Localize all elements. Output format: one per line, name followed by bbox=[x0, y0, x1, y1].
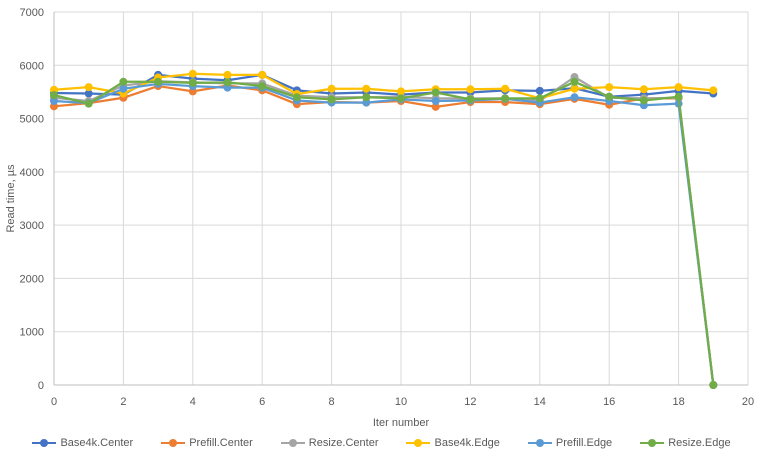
y-tick-label: 7000 bbox=[20, 7, 44, 19]
y-tick-label: 3000 bbox=[20, 220, 44, 232]
series-line bbox=[53, 80, 715, 386]
legend-item: Resize.Center bbox=[280, 433, 379, 453]
data-point bbox=[570, 93, 579, 102]
data-point bbox=[292, 93, 301, 102]
series-line bbox=[53, 75, 715, 386]
series-line bbox=[53, 72, 714, 100]
gridlines bbox=[53, 11, 749, 386]
data-point bbox=[50, 91, 58, 100]
legend-swatch bbox=[32, 438, 57, 448]
legend-swatch bbox=[527, 438, 552, 448]
legend-label: Base4k.Center bbox=[60, 437, 134, 449]
legend-swatch bbox=[640, 438, 665, 448]
x-tick-label: 20 bbox=[742, 396, 754, 408]
data-point bbox=[397, 87, 405, 96]
series-line bbox=[53, 73, 714, 98]
data-point bbox=[223, 78, 232, 87]
data-point bbox=[431, 88, 440, 97]
series-Resize.Center bbox=[50, 73, 718, 389]
data-point bbox=[466, 85, 475, 94]
legend-label: Prefill.Center bbox=[189, 437, 253, 449]
data-point bbox=[258, 82, 267, 91]
data-point bbox=[709, 86, 718, 95]
x-axis-title: Iter number bbox=[373, 417, 430, 429]
data-point bbox=[709, 381, 718, 389]
data-point bbox=[570, 84, 579, 93]
x-tick-label: 4 bbox=[190, 396, 196, 408]
x-tick-label: 0 bbox=[51, 396, 57, 408]
series-group bbox=[50, 69, 718, 389]
data-point bbox=[258, 70, 267, 79]
y-tick-label: 2000 bbox=[20, 273, 44, 285]
x-tick-label: 8 bbox=[329, 396, 335, 408]
legend-label: Prefill.Edge bbox=[555, 437, 613, 449]
series-Resize.Edge bbox=[50, 77, 718, 389]
axes: 0 1000 2000 3000 4000 5000 6000 7000 0 2 4 6 8 10 12 14… bbox=[20, 7, 755, 408]
legend-item: Base4k.Center bbox=[32, 433, 133, 453]
data-point bbox=[501, 94, 510, 103]
y-tick-label: 1000 bbox=[20, 327, 44, 339]
legend: Base4k.Center Prefill.Center Resize.Center… bbox=[0, 433, 763, 453]
legend-item: Prefill.Center bbox=[161, 433, 253, 453]
data-point bbox=[674, 92, 683, 101]
y-tick-label: 4000 bbox=[20, 167, 44, 179]
data-point bbox=[639, 85, 648, 94]
data-point bbox=[535, 86, 544, 95]
data-point bbox=[362, 84, 371, 93]
data-point bbox=[154, 77, 163, 86]
x-tick-label: 10 bbox=[395, 396, 407, 408]
data-point bbox=[674, 83, 683, 92]
legend-label: Base4k.Edge bbox=[434, 437, 500, 449]
x-tick-label: 6 bbox=[259, 396, 265, 408]
x-tick-label: 12 bbox=[464, 396, 476, 408]
y-tick-label: 6000 bbox=[20, 60, 44, 72]
x-tick-label: 16 bbox=[603, 396, 615, 408]
data-point bbox=[223, 70, 232, 79]
data-point bbox=[605, 92, 614, 101]
legend-swatch bbox=[406, 438, 431, 448]
data-point bbox=[188, 78, 197, 87]
data-point bbox=[501, 84, 510, 93]
series-Prefill.Edge bbox=[50, 79, 718, 389]
data-point bbox=[188, 69, 197, 78]
legend-swatch bbox=[280, 438, 305, 448]
legend-item: Resize.Edge bbox=[640, 433, 731, 453]
x-tick-label: 2 bbox=[120, 396, 126, 408]
data-point bbox=[605, 83, 614, 92]
data-point bbox=[362, 93, 371, 102]
data-point bbox=[119, 77, 128, 86]
series-line bbox=[53, 84, 715, 386]
series-line bbox=[53, 82, 715, 386]
data-point bbox=[327, 84, 336, 93]
data-point bbox=[466, 95, 475, 104]
y-tick-label: 5000 bbox=[20, 114, 44, 126]
series-Prefill.Center bbox=[50, 81, 718, 389]
data-point bbox=[570, 77, 579, 86]
data-point bbox=[639, 96, 648, 105]
legend-item: Prefill.Edge bbox=[527, 433, 613, 453]
y-tick-label: 0 bbox=[38, 380, 44, 392]
data-point bbox=[119, 84, 128, 93]
y-axis-title: Read time, µs bbox=[5, 164, 17, 233]
x-tick-label: 14 bbox=[534, 396, 546, 408]
x-tick-label: 18 bbox=[672, 396, 684, 408]
data-point bbox=[84, 83, 93, 92]
legend-item: Base4k.Edge bbox=[406, 433, 500, 453]
data-point bbox=[84, 99, 93, 108]
legend-label: Resize.Center bbox=[308, 437, 379, 449]
data-point bbox=[535, 94, 544, 103]
legend-label: Resize.Edge bbox=[668, 437, 731, 449]
data-point bbox=[327, 95, 336, 104]
data-point bbox=[397, 94, 405, 103]
legend-swatch bbox=[161, 438, 186, 448]
data-point bbox=[431, 96, 440, 105]
